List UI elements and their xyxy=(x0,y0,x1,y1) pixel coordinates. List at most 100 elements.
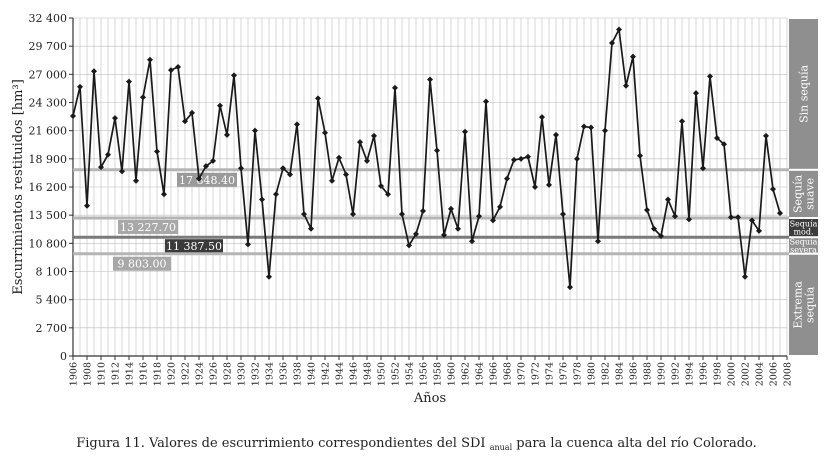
data-point xyxy=(413,230,419,237)
x-tick-label: 1968 xyxy=(503,362,514,386)
data-point xyxy=(616,26,622,33)
x-tick-label: 1912 xyxy=(111,362,122,386)
category-band-label: Extremasequía xyxy=(792,281,817,329)
x-tick-label: 1948 xyxy=(363,362,374,386)
x-tick-label: 1926 xyxy=(209,362,220,386)
x-tick-label: 2002 xyxy=(741,362,752,386)
data-point xyxy=(511,156,517,163)
x-tick-label: 1982 xyxy=(601,362,612,386)
data-point xyxy=(567,284,573,291)
data-point xyxy=(700,165,706,172)
data-point xyxy=(455,225,461,232)
x-tick-label: 1986 xyxy=(629,362,640,386)
caption-subscript: anual xyxy=(489,443,513,452)
x-tick-label: 1946 xyxy=(349,362,360,386)
data-point xyxy=(756,227,762,234)
threshold-label: 13 227.70 xyxy=(120,221,176,234)
data-point xyxy=(329,177,335,184)
y-tick-label: 13 500 xyxy=(29,209,68,222)
data-point xyxy=(532,184,538,190)
data-point xyxy=(672,213,678,220)
x-tick-label: 1932 xyxy=(251,362,262,386)
data-point xyxy=(287,171,293,178)
data-point xyxy=(357,139,363,146)
data-point xyxy=(630,53,636,60)
data-point xyxy=(441,231,447,238)
y-tick-label: 10 800 xyxy=(29,237,68,250)
x-tick-label: 1992 xyxy=(671,362,682,386)
x-tick-label: 1914 xyxy=(125,362,136,386)
threshold-label-box xyxy=(113,256,171,271)
category-band-label: Sequía severa xyxy=(790,237,818,254)
data-point xyxy=(350,211,356,218)
data-point xyxy=(686,216,692,223)
x-tick-label: 2006 xyxy=(769,362,780,386)
x-tick-label: 1964 xyxy=(475,362,486,386)
runoff-chart: 0 2 700 5 400 8 100 10 800 13 500 16 200 18 900… xyxy=(11,12,818,406)
y-tick-label: 16 200 xyxy=(29,181,68,194)
x-tick-label: 1980 xyxy=(587,362,598,386)
y-tick-label: 5 400 xyxy=(36,294,68,307)
x-tick-label: 1940 xyxy=(307,362,318,386)
x-tick-label: 1976 xyxy=(559,362,570,386)
data-point xyxy=(280,165,286,172)
category-band-label: Sequíasuave xyxy=(792,174,817,213)
threshold-label-box xyxy=(177,172,237,187)
data-point xyxy=(553,131,559,138)
x-axis-title: Años xyxy=(413,391,446,406)
data-point xyxy=(679,118,685,125)
x-tick-label: 1994 xyxy=(685,362,696,386)
data-point xyxy=(728,214,734,221)
x-tick-label: 1942 xyxy=(321,362,332,386)
data-point xyxy=(539,114,545,121)
data-point xyxy=(98,164,104,171)
data-point xyxy=(175,64,181,71)
x-tick-label: 1988 xyxy=(643,362,654,386)
y-tick-label: 21 600 xyxy=(29,125,68,138)
data-point xyxy=(273,191,279,198)
data-point xyxy=(427,76,433,83)
data-point xyxy=(707,73,713,80)
data-point xyxy=(602,127,608,134)
x-tick-label: 1972 xyxy=(531,362,542,386)
data-point xyxy=(189,109,195,116)
x-tick-label: 1984 xyxy=(615,362,626,386)
x-tick-label: 2000 xyxy=(727,362,738,386)
category-band xyxy=(789,19,818,169)
data-point xyxy=(231,72,237,79)
x-tick-label: 1918 xyxy=(153,362,164,386)
y-tick-label: 24 300 xyxy=(29,97,68,110)
x-tick-label: 1916 xyxy=(139,362,150,386)
data-point xyxy=(336,154,342,161)
x-tick-label: 1928 xyxy=(223,362,234,386)
data-point xyxy=(735,214,741,221)
data-point xyxy=(595,238,601,245)
caption-prefix: Figura 11. Valores de escurrimiento corr… xyxy=(76,436,486,451)
x-tick-label: 1924 xyxy=(195,362,206,386)
data-point xyxy=(721,141,727,148)
data-point xyxy=(546,181,552,188)
data-point xyxy=(406,242,412,249)
data-point xyxy=(105,151,111,158)
data-point xyxy=(112,115,118,122)
x-tick-label: 1934 xyxy=(265,362,276,386)
data-point xyxy=(518,155,524,162)
x-tick-label: 1960 xyxy=(447,362,458,386)
data-point xyxy=(658,233,664,240)
x-tick-label: 1990 xyxy=(657,362,668,386)
data-point xyxy=(742,273,748,280)
x-tick-label: 1920 xyxy=(167,362,178,386)
data-point xyxy=(763,132,769,139)
data-point xyxy=(392,84,398,91)
data-point xyxy=(560,211,566,218)
x-tick-label: 1996 xyxy=(699,362,710,386)
data-point xyxy=(161,191,167,198)
data-point xyxy=(434,147,440,154)
data-point xyxy=(77,83,83,90)
data-point xyxy=(476,213,482,220)
data-point xyxy=(448,205,454,212)
data-point xyxy=(119,168,125,175)
y-tick-label: 32 400 xyxy=(29,12,68,25)
data-point xyxy=(623,82,629,89)
data-point xyxy=(224,131,230,138)
